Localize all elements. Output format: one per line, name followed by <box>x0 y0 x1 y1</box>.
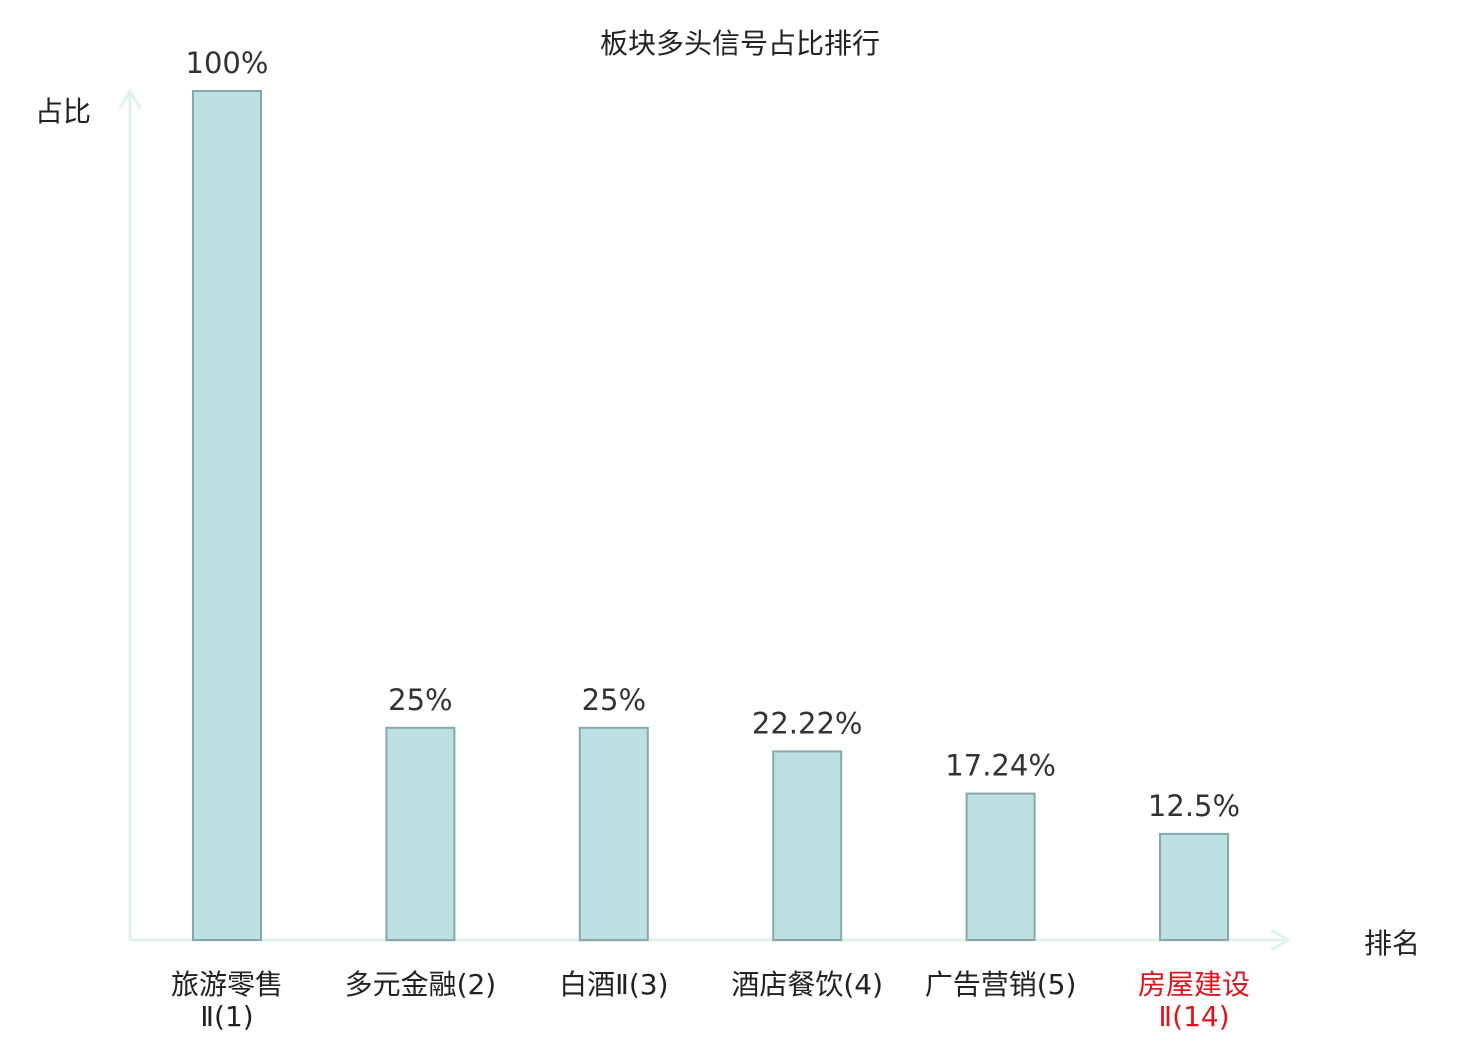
y-axis <box>118 88 142 940</box>
bar-5 <box>965 792 1036 941</box>
bar-1 <box>192 90 262 941</box>
category-label-1-line-1: 旅游零售 <box>171 968 283 1001</box>
y-axis-label: 占比 <box>35 95 91 128</box>
category-label-6-line-2: Ⅱ(14) <box>1158 1000 1229 1033</box>
value-label-2: 25% <box>388 683 452 717</box>
value-label-5: 17.24% <box>945 749 1056 783</box>
x-axis-label: 排名 <box>1364 927 1420 960</box>
value-label-1: 100% <box>186 46 269 80</box>
bar-4 <box>772 750 843 942</box>
bar-3 <box>578 726 649 942</box>
x-axis <box>130 928 1291 952</box>
category-label-5: 广告营销(5) <box>925 968 1077 1001</box>
category-label-3: 白酒Ⅱ(3) <box>559 968 668 1001</box>
category-label-1-line-2: Ⅱ(1) <box>200 1000 253 1033</box>
chart-title: 板块多头信号占比排行 <box>600 27 880 60</box>
value-label-6: 12.5% <box>1148 789 1240 823</box>
category-label-6-line-1: 房屋建设 <box>1138 968 1250 1001</box>
value-labels: 100% 25% 25% 22.22% 17.24% 12.5% <box>186 46 1241 823</box>
bars <box>192 90 1229 942</box>
category-label-2: 多元金融(2) <box>345 968 497 1001</box>
category-label-4: 酒店餐饮(4) <box>731 968 883 1001</box>
bar-6 <box>1159 832 1229 942</box>
bar-2 <box>385 726 456 942</box>
value-label-4: 22.22% <box>752 706 863 740</box>
value-label-3: 25% <box>582 683 646 717</box>
